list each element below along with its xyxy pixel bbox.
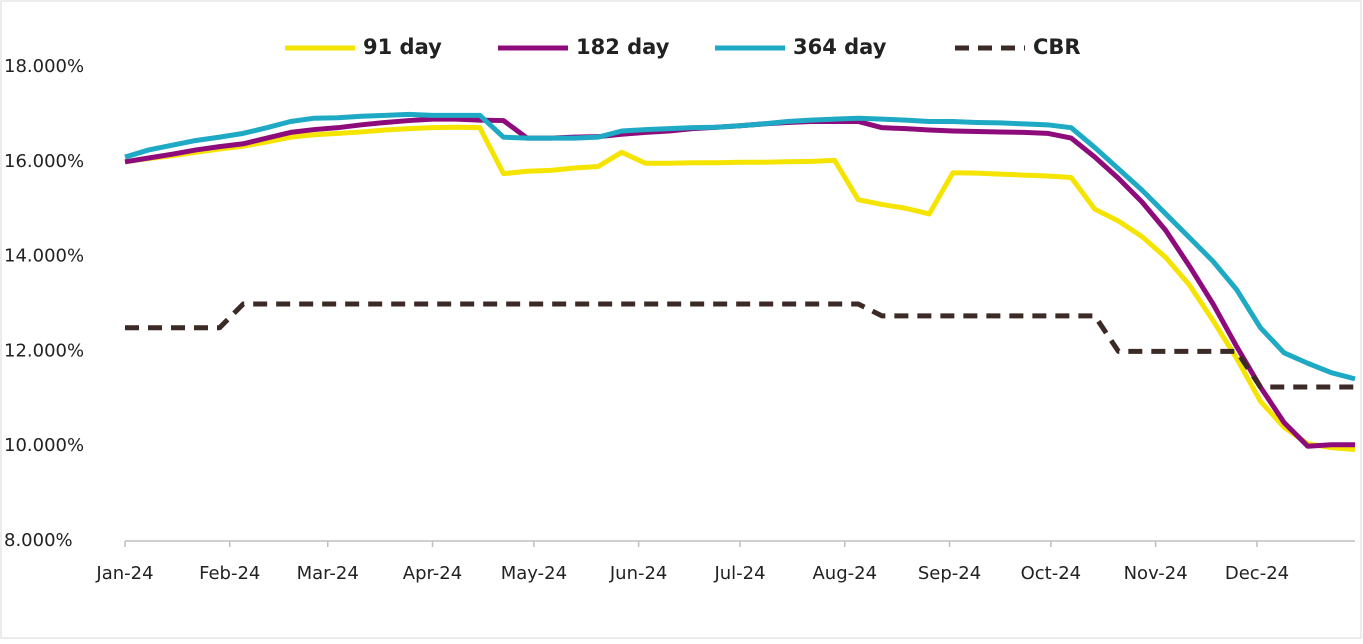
series-line — [125, 304, 1355, 387]
x-tick-label: Oct-24 — [1021, 563, 1082, 584]
series-line — [125, 114, 1355, 378]
x-tick-label: Jul-24 — [713, 563, 765, 584]
series-line — [125, 119, 1355, 446]
x-tick-label: Jun-24 — [609, 563, 668, 584]
y-tick-label: 12.000% — [4, 340, 84, 361]
x-tick-label: Nov-24 — [1124, 563, 1188, 584]
page: 8.000% 10.000% 12.000% 14.000% 16.000% 18.000… — [0, 0, 1363, 640]
x-tick-label: Sep-24 — [918, 563, 981, 584]
x-tick-label: Jan-24 — [95, 563, 153, 584]
series-line — [125, 127, 1355, 449]
y-tick-label: 14.000% — [4, 246, 84, 267]
x-tick-label: Mar-24 — [297, 563, 359, 584]
x-tick-label: May-24 — [501, 563, 567, 584]
y-tick-label: 8.000% — [4, 530, 73, 551]
x-tick-label: Dec-24 — [1225, 563, 1289, 584]
chart-border — [1, 1, 1361, 638]
legend-label: CBR — [1033, 35, 1081, 59]
y-tick-label: 10.000% — [4, 435, 84, 456]
legend-label: 182 day — [576, 35, 670, 59]
x-tick-label: Apr-24 — [403, 563, 462, 584]
legend-label: 364 day — [793, 35, 887, 59]
y-tick-label: 18.000% — [4, 56, 84, 77]
y-tick-label: 16.000% — [4, 151, 84, 172]
legend-label: 91 day — [363, 35, 442, 59]
x-tick-label: Feb-24 — [199, 563, 260, 584]
chart: 8.000% 10.000% 12.000% 14.000% 16.000% 18.000… — [0, 0, 1363, 640]
x-tick-label: Aug-24 — [812, 563, 877, 584]
